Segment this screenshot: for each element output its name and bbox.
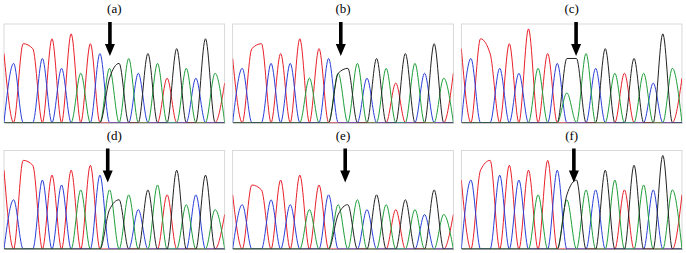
x-axis-line	[5, 123, 226, 124]
trace	[4, 34, 225, 123]
plot-frame	[233, 151, 454, 250]
x-axis-line	[233, 123, 454, 124]
panel: (b)	[233, 1, 454, 123]
x-axis	[233, 249, 454, 250]
arrow	[340, 149, 350, 183]
trace	[233, 39, 454, 123]
arrow	[103, 149, 113, 183]
x-axis-line	[462, 249, 683, 250]
plot-frame	[461, 151, 682, 250]
trace	[233, 44, 454, 123]
traces	[233, 175, 454, 249]
x-axis	[233, 123, 454, 124]
trace	[461, 170, 682, 249]
plot-frame	[233, 24, 454, 123]
panel: (a)	[4, 1, 225, 123]
arrow	[105, 22, 115, 56]
traces	[233, 39, 454, 123]
panel: (e)	[233, 128, 454, 250]
traces	[4, 34, 225, 123]
trace	[233, 190, 454, 249]
x-axis	[462, 123, 683, 124]
panel-label: (f)	[565, 128, 578, 143]
x-axis	[5, 123, 226, 124]
plot-frame	[4, 24, 225, 123]
trace	[4, 54, 225, 123]
arrow	[336, 22, 346, 56]
trace	[4, 39, 225, 123]
plot-frame	[461, 24, 682, 123]
traces	[461, 155, 682, 249]
trace	[233, 63, 454, 122]
arrow	[569, 149, 579, 183]
x-axis-line	[233, 249, 454, 250]
traces	[4, 160, 225, 249]
x-axis	[5, 249, 226, 250]
panel-label: (c)	[564, 1, 578, 16]
panel: (f)	[461, 128, 682, 250]
panel-label: (d)	[107, 128, 122, 143]
trace	[4, 175, 225, 249]
x-axis	[462, 249, 683, 250]
panel-label: (b)	[335, 1, 350, 16]
panel: (d)	[4, 128, 225, 250]
x-axis-line	[5, 249, 226, 250]
panel-label: (e)	[336, 128, 350, 143]
trace	[461, 29, 682, 123]
trace	[4, 185, 225, 249]
trace	[461, 54, 682, 123]
panel: (c)	[461, 1, 682, 123]
trace	[233, 58, 454, 122]
trace	[4, 58, 225, 122]
arrow	[571, 22, 581, 56]
trace	[461, 180, 682, 249]
x-axis-line	[462, 123, 683, 124]
trace	[233, 195, 454, 249]
trace	[461, 34, 682, 123]
plot-frame	[4, 151, 225, 250]
figure: (a) (b) (c) (d) (e) (f)	[0, 0, 686, 253]
trace	[461, 58, 682, 122]
traces	[461, 29, 682, 123]
panel-label: (a)	[107, 1, 121, 16]
trace	[4, 160, 225, 249]
trace	[233, 175, 454, 249]
trace	[461, 155, 682, 249]
trace	[4, 170, 225, 249]
